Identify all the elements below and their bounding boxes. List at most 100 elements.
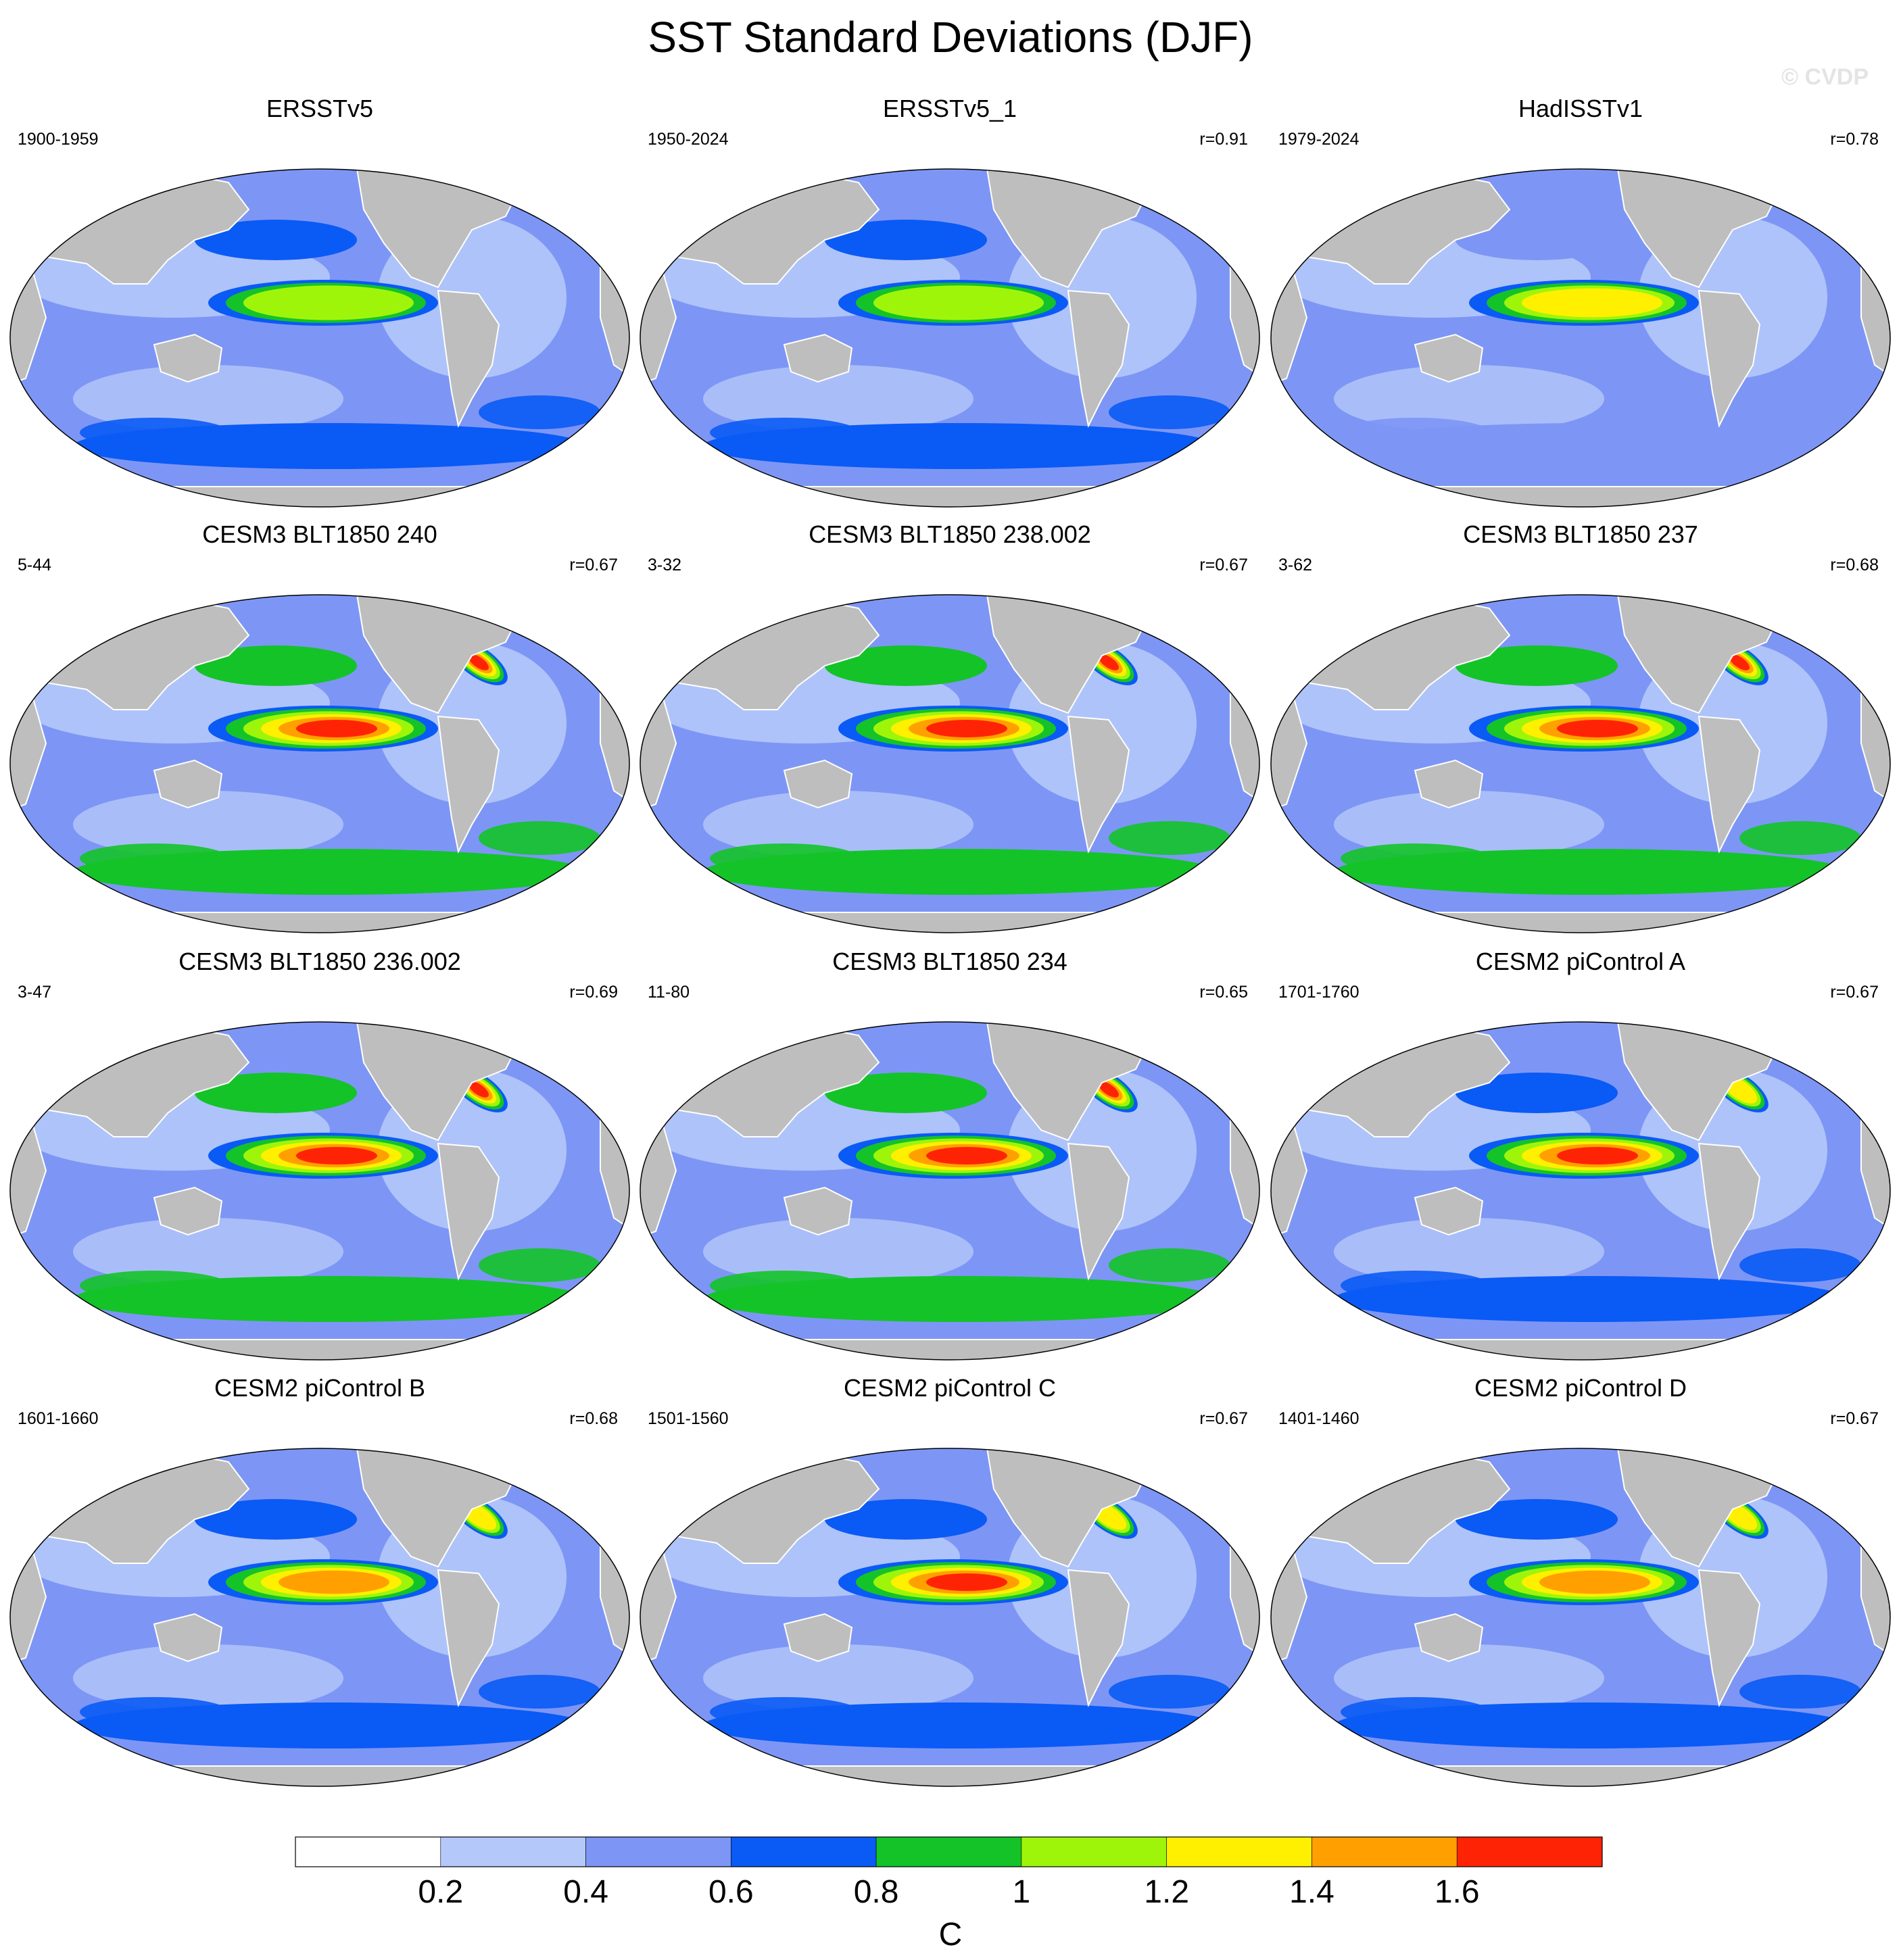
enso-variability	[296, 1147, 377, 1165]
panel-years: 1900-1959	[18, 130, 99, 149]
enso-variability	[926, 1573, 1007, 1591]
southern-ocean-variability	[710, 1271, 859, 1300]
panel-years: 3-47	[18, 983, 52, 1002]
map-panel: CESM3 BLT1850 240 5-44 r=0.67	[5, 520, 634, 953]
panel-correlation: r=0.78	[1830, 130, 1879, 149]
ocean-field	[1334, 365, 1604, 433]
ocean-field	[73, 791, 343, 858]
south-america-land	[1698, 289, 1761, 428]
south-america-land	[1698, 1142, 1761, 1281]
south-atlantic-variability	[1739, 395, 1861, 429]
enso-variability	[1557, 720, 1638, 737]
ocean-field	[703, 1218, 973, 1285]
australia-land	[783, 1186, 853, 1236]
south-america-land	[437, 289, 500, 428]
gulf-stream-variability	[468, 654, 489, 670]
map-border	[9, 168, 630, 508]
southern-ocean-variability	[1341, 1697, 1489, 1727]
australia-land	[1414, 759, 1484, 809]
south-atlantic-variability	[1739, 1248, 1861, 1282]
south-atlantic-variability	[1109, 395, 1230, 429]
sst-map	[640, 168, 1260, 508]
australia-land	[1414, 1186, 1484, 1236]
map-border	[640, 1448, 1260, 1787]
panel-years: 3-62	[1278, 556, 1313, 574]
map-border	[640, 594, 1260, 933]
southern-ocean-variability	[1341, 1271, 1489, 1300]
southern-ocean-variability	[80, 1697, 228, 1727]
ocean-field	[1334, 1644, 1604, 1712]
australia-land	[783, 1613, 853, 1663]
panel-years: 1501-1560	[648, 1409, 729, 1428]
colorbar-tick-label: 1.6	[1435, 1874, 1480, 1910]
colorbar-units: C	[939, 1917, 963, 1953]
map-panel: CESM2 piControl D 1401-1460 r=0.67	[1266, 1374, 1895, 1807]
colorbar-tick-label: 0.6	[708, 1874, 754, 1910]
north-pacific-variability	[1455, 645, 1618, 686]
map-panel: CESM3 BLT1850 236.002 3-47 r=0.69	[5, 948, 634, 1380]
enso-variability	[1522, 288, 1662, 318]
panel-correlation: r=0.68	[1830, 556, 1879, 574]
colorbar-outline	[295, 1836, 1603, 1867]
north-pacific-variability	[1455, 1073, 1618, 1113]
colorbar-segment	[1166, 1836, 1312, 1867]
panel-title: CESM2 piControl C	[843, 1374, 1057, 1402]
sst-map	[640, 594, 1260, 933]
colorbar-tick-label: 0.4	[563, 1874, 608, 1910]
map-panel: CESM3 BLT1850 238.002 3-32 r=0.67	[635, 520, 1264, 953]
sst-map	[9, 594, 630, 933]
southern-ocean-variability	[710, 843, 859, 873]
enso-variability	[296, 720, 377, 737]
map-panel: CESM2 piControl A 1701-1760 r=0.67	[1266, 948, 1895, 1380]
sst-map	[640, 1448, 1260, 1787]
australia-land	[783, 759, 853, 809]
enso-variability	[1539, 1570, 1650, 1594]
panel-correlation: r=0.67	[1830, 1409, 1879, 1428]
south-atlantic-variability	[479, 1675, 600, 1709]
gulf-stream-variability	[1729, 654, 1750, 670]
colorbar-segment	[585, 1836, 731, 1867]
south-america-land	[437, 715, 500, 854]
ocean-field	[73, 1218, 343, 1285]
panel-years: 1979-2024	[1278, 130, 1359, 149]
colorbar-segment	[1456, 1836, 1603, 1867]
north-pacific-variability	[825, 1073, 987, 1113]
ocean-field	[703, 791, 973, 858]
southern-ocean-variability	[710, 418, 859, 447]
southern-ocean-variability	[80, 418, 228, 447]
map-border	[640, 1021, 1260, 1361]
sst-map	[9, 1448, 630, 1787]
south-america-land	[1067, 289, 1130, 428]
map-border	[1270, 1021, 1891, 1361]
panel-title: HadISSTv1	[1518, 95, 1643, 122]
north-pacific-variability	[195, 1499, 357, 1540]
ocean-field	[73, 365, 343, 433]
enso-variability	[873, 285, 1044, 320]
sst-map	[1270, 1021, 1891, 1361]
panel-correlation: r=0.67	[1830, 983, 1879, 1002]
colorbar-segment	[295, 1836, 441, 1867]
watermark: © CVDP	[1781, 64, 1869, 90]
north-pacific-variability	[195, 220, 357, 260]
gulf-stream-variability	[1098, 654, 1120, 670]
map-panel: HadISSTv1 1979-2024 r=0.78	[1266, 95, 1895, 527]
south-america-land	[1067, 1569, 1130, 1708]
panel-title: CESM2 piControl B	[214, 1374, 426, 1402]
panel-title: ERSSTv5_1	[882, 95, 1017, 122]
page-title: SST Standard Deviations (DJF)	[648, 13, 1253, 62]
colorbar-segment	[731, 1836, 877, 1867]
colorbar-tick-label: 0.2	[418, 1874, 463, 1910]
panel-title: ERSSTv5	[266, 95, 374, 122]
panel-correlation: r=0.65	[1199, 983, 1248, 1002]
north-pacific-variability	[195, 645, 357, 686]
panel-years: 1701-1760	[1278, 983, 1359, 1002]
enso-variability	[926, 1147, 1007, 1165]
australia-land	[153, 1186, 223, 1236]
north-pacific-variability	[1455, 220, 1618, 260]
australia-land	[153, 333, 223, 383]
australia-land	[1414, 1613, 1484, 1663]
sst-map	[1270, 168, 1891, 508]
south-atlantic-variability	[1739, 821, 1861, 855]
map-panel: ERSSTv5_1 1950-2024 r=0.91	[635, 95, 1264, 527]
